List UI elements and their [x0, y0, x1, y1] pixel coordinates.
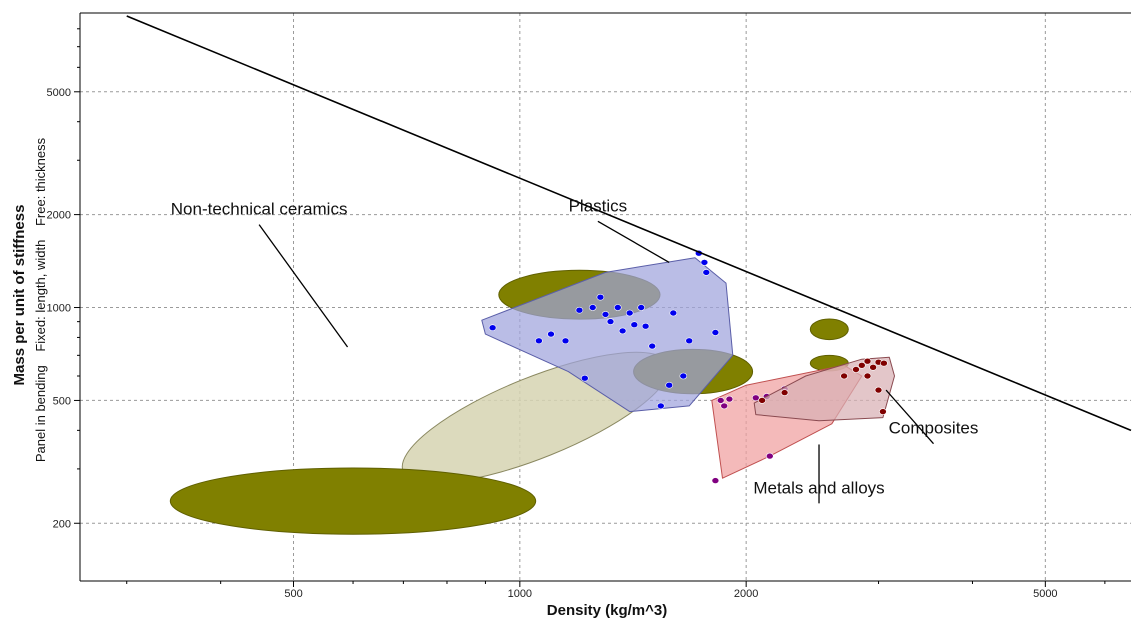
annotation-leader: [258, 224, 349, 348]
material-point: [637, 304, 646, 311]
material-point: [596, 293, 605, 301]
material-point: [700, 259, 709, 266]
material-point: [874, 386, 883, 394]
material-point: [725, 395, 734, 403]
annotation-label: Composites: [889, 419, 979, 438]
y-axis-title: Mass per unit of stiffness: [11, 205, 28, 386]
material-point: [606, 318, 615, 325]
material-point: [665, 381, 674, 389]
family-plastics: [481, 249, 734, 413]
y-tick-label: 500: [53, 395, 71, 407]
selection-line-layer: [126, 15, 1132, 432]
material-point: [669, 309, 678, 317]
material-point: [765, 452, 774, 460]
x-tick-label: 5000: [1033, 588, 1057, 600]
material-point: [863, 357, 872, 365]
material-point: [648, 342, 657, 350]
material-point: [863, 372, 872, 380]
material-point: [588, 304, 597, 311]
y-axis-subtitle-3: Free: thickness: [33, 137, 48, 226]
material-point: [780, 389, 789, 396]
family-composites: [753, 356, 895, 422]
material-point: [685, 337, 694, 345]
y-tick-label: 200: [53, 518, 71, 530]
selection-line: [126, 15, 1132, 432]
y-axis-title-group: Mass per unit of stiffness: [11, 205, 28, 386]
material-point: [601, 311, 610, 318]
material-point: [751, 394, 760, 402]
material-families: [169, 249, 895, 535]
annotation-label: Non-technical ceramics: [171, 200, 348, 219]
material-point: [575, 306, 584, 314]
material-point: [879, 408, 887, 415]
material-point: [547, 330, 555, 338]
material-point: [630, 321, 639, 329]
annotation-label: Metals and alloys: [753, 478, 884, 497]
annotation-label: Plastics: [569, 196, 628, 215]
material-point: [580, 374, 589, 382]
y-tick-label: 5000: [47, 87, 71, 99]
material-point: [656, 402, 665, 410]
family-envelope: [481, 257, 734, 413]
x-axis-title: Density (kg/m^3): [547, 602, 667, 619]
material-point: [535, 337, 543, 345]
y-axis-subtitle-1: Panel in bending: [33, 365, 48, 462]
material-point: [488, 324, 497, 332]
material-point: [840, 372, 848, 380]
y-axis-subtitle-group: Panel in bending Fixed: length, width Fr…: [33, 137, 48, 462]
material-point: [561, 337, 570, 345]
y-tick-label: 2000: [47, 210, 71, 222]
material-bubble: [169, 467, 537, 535]
material-point: [625, 309, 634, 317]
material-bubble: [809, 318, 849, 341]
material-point: [852, 366, 860, 373]
x-tick-label: 2000: [734, 588, 758, 600]
material-point: [679, 372, 688, 380]
material-point: [720, 402, 729, 410]
material-point: [613, 304, 622, 311]
axes: 500 1000 2000 5000 200 500 1000 2000 5000: [47, 12, 1131, 600]
y-axis-subtitle: Panel in bending Fixed: length, width Fr…: [33, 137, 48, 462]
material-point: [711, 329, 720, 336]
material-point: [702, 269, 711, 276]
material-point: [618, 327, 627, 335]
y-axis-subtitle-2: Fixed: length, width: [33, 240, 48, 352]
material-point: [758, 397, 766, 404]
annotation-leader: [885, 389, 934, 445]
material-point: [641, 322, 650, 330]
material-point: [857, 361, 866, 369]
y-tick-label: 1000: [47, 303, 71, 315]
annotations: Non-technical ceramics Plastics Metals and…: [171, 196, 979, 504]
material-point: [880, 359, 888, 367]
material-point: [711, 477, 720, 484]
annotation-leader: [597, 220, 670, 263]
x-tick-label: 500: [284, 588, 302, 600]
material-point: [716, 397, 725, 404]
family-envelope: [753, 356, 895, 422]
x-tick-label: 1000: [508, 588, 532, 600]
material-point: [869, 363, 877, 371]
